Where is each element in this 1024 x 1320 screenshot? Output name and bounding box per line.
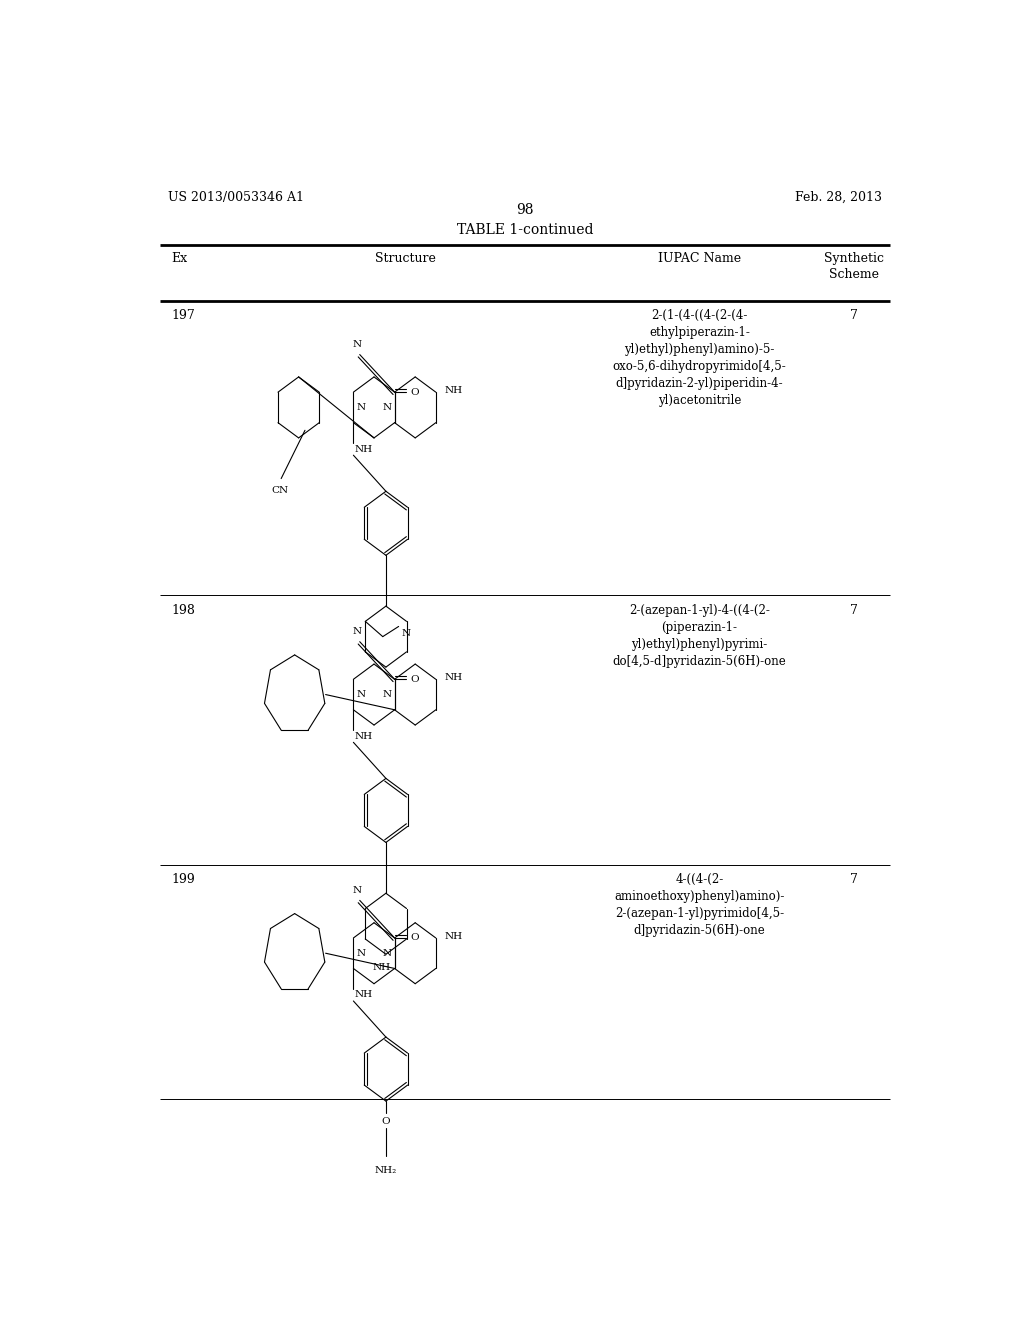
- Text: 2-(1-(4-((4-(2-(4-
ethylpiperazin-1-
yl)ethyl)phenyl)amino)-5-
oxo-5,6-dihydropy: 2-(1-(4-((4-(2-(4- ethylpiperazin-1- yl)…: [612, 309, 786, 407]
- Text: IUPAC Name: IUPAC Name: [657, 252, 741, 265]
- Text: 7: 7: [850, 603, 858, 616]
- Text: NH: NH: [354, 990, 373, 999]
- Text: NH: NH: [444, 387, 463, 395]
- Text: US 2013/0053346 A1: US 2013/0053346 A1: [168, 191, 304, 203]
- Text: N: N: [401, 630, 411, 638]
- Text: NH₂: NH₂: [375, 1166, 397, 1175]
- Text: CN: CN: [271, 486, 288, 495]
- Text: N: N: [353, 627, 361, 636]
- Text: Feb. 28, 2013: Feb. 28, 2013: [795, 191, 882, 203]
- Text: O: O: [411, 388, 419, 397]
- Text: O: O: [411, 933, 419, 942]
- Text: N: N: [356, 690, 366, 700]
- Text: 7: 7: [850, 309, 858, 322]
- Text: N: N: [353, 886, 361, 895]
- Text: NH: NH: [354, 731, 373, 741]
- Text: N: N: [356, 403, 366, 412]
- Text: O: O: [382, 1117, 390, 1126]
- Text: NH: NH: [373, 964, 391, 972]
- Text: 2-(azepan-1-yl)-4-((4-(2-
(piperazin-1-
yl)ethyl)phenyl)pyrimi-
do[4,5-d]pyridaz: 2-(azepan-1-yl)-4-((4-(2- (piperazin-1- …: [612, 603, 786, 668]
- Text: Structure: Structure: [376, 252, 436, 265]
- Text: N: N: [382, 690, 391, 700]
- Text: 7: 7: [850, 873, 858, 886]
- Text: Ex: Ex: [172, 252, 187, 265]
- Text: NH: NH: [444, 673, 463, 682]
- Text: 199: 199: [172, 873, 196, 886]
- Text: Synthetic
Scheme: Synthetic Scheme: [824, 252, 884, 281]
- Text: N: N: [356, 949, 366, 958]
- Text: TABLE 1-continued: TABLE 1-continued: [457, 223, 593, 238]
- Text: N: N: [353, 341, 361, 348]
- Text: O: O: [411, 675, 419, 684]
- Text: NH: NH: [444, 932, 463, 941]
- Text: 198: 198: [172, 603, 196, 616]
- Text: 197: 197: [172, 309, 196, 322]
- Text: NH: NH: [354, 445, 373, 454]
- Text: 98: 98: [516, 203, 534, 216]
- Text: 4-((4-(2-
aminoethoxy)phenyl)amino)-
2-(azepan-1-yl)pyrimido[4,5-
d]pyridazin-5(: 4-((4-(2- aminoethoxy)phenyl)amino)- 2-(…: [614, 873, 784, 937]
- Text: N: N: [382, 949, 391, 958]
- Text: N: N: [382, 403, 391, 412]
